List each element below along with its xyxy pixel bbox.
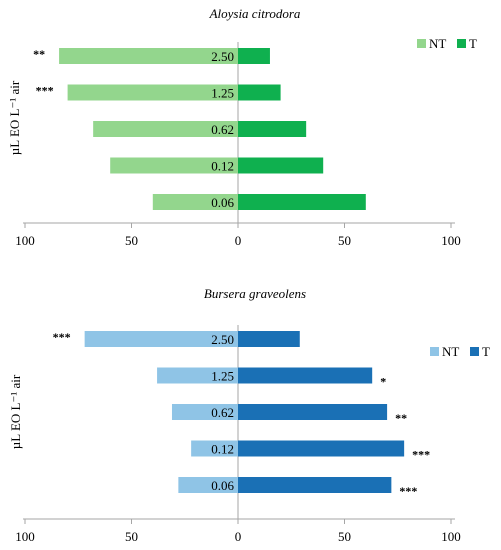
category-label: 0.06 [211, 478, 234, 493]
bar-nt-1.25 [157, 367, 238, 384]
significance-marker: *** [412, 448, 430, 462]
y-axis-label: µL EO L⁻¹ air [7, 80, 22, 155]
bar-t-2.50 [238, 331, 300, 347]
x-tick-label: 0 [235, 529, 242, 544]
category-label: 0.06 [211, 195, 234, 210]
legend-swatch-t [470, 347, 479, 356]
bar-t-1.25 [238, 84, 281, 101]
legend-label-t: T [482, 344, 490, 359]
legend-swatch-nt [430, 347, 439, 356]
bar-nt-0.12 [191, 440, 238, 457]
bar-nt-1.25 [67, 84, 238, 101]
legend-swatch-nt [417, 39, 426, 48]
category-label: 0.12 [211, 442, 234, 457]
category-label: 0.62 [211, 122, 234, 137]
significance-marker: ** [395, 411, 407, 425]
bar-t-0.12 [238, 157, 324, 174]
significance-marker: *** [399, 484, 417, 498]
chart-title: Bursera graveolens [204, 286, 306, 301]
significance-marker: * [380, 375, 386, 389]
bar-nt-0.12 [110, 157, 238, 174]
bar-nt-0.06 [152, 194, 238, 210]
category-label: 1.25 [211, 86, 234, 101]
bar-nt-2.50 [59, 48, 238, 64]
x-tick-label: 50 [125, 233, 138, 248]
bar-t-0.62 [238, 121, 307, 137]
x-tick-label: 50 [125, 529, 138, 544]
legend-label-t: T [469, 36, 477, 51]
bar-nt-0.62 [171, 404, 238, 420]
bar-t-1.25 [238, 367, 373, 384]
x-tick-label: 100 [15, 529, 35, 544]
category-label: 0.62 [211, 405, 234, 420]
bar-nt-0.06 [178, 477, 238, 493]
x-tick-label: 100 [441, 529, 461, 544]
chart-title: Aloysia citrodora [209, 6, 301, 21]
x-tick-label: 50 [338, 529, 351, 544]
bar-t-0.62 [238, 404, 388, 420]
y-axis-label: µL EO L⁻¹ air [8, 374, 23, 449]
x-tick-label: 100 [15, 233, 35, 248]
category-label: 0.12 [211, 159, 234, 174]
bar-t-0.06 [238, 194, 366, 210]
x-tick-label: 0 [235, 233, 242, 248]
bar-t-0.06 [238, 477, 392, 493]
significance-marker: *** [53, 330, 71, 344]
legend-label-nt: NT [442, 344, 459, 359]
x-tick-label: 50 [338, 233, 351, 248]
legend-swatch-t [457, 39, 466, 48]
bar-t-2.50 [238, 48, 270, 64]
category-label: 2.50 [211, 49, 234, 64]
category-label: 2.50 [211, 332, 234, 347]
legend-label-nt: NT [429, 36, 446, 51]
category-label: 1.25 [211, 369, 234, 384]
bar-nt-0.62 [93, 121, 238, 137]
bar-t-0.12 [238, 440, 405, 457]
significance-marker: ** [33, 47, 45, 61]
x-tick-label: 100 [441, 233, 461, 248]
bar-nt-2.50 [84, 331, 238, 347]
significance-marker: *** [36, 84, 54, 98]
